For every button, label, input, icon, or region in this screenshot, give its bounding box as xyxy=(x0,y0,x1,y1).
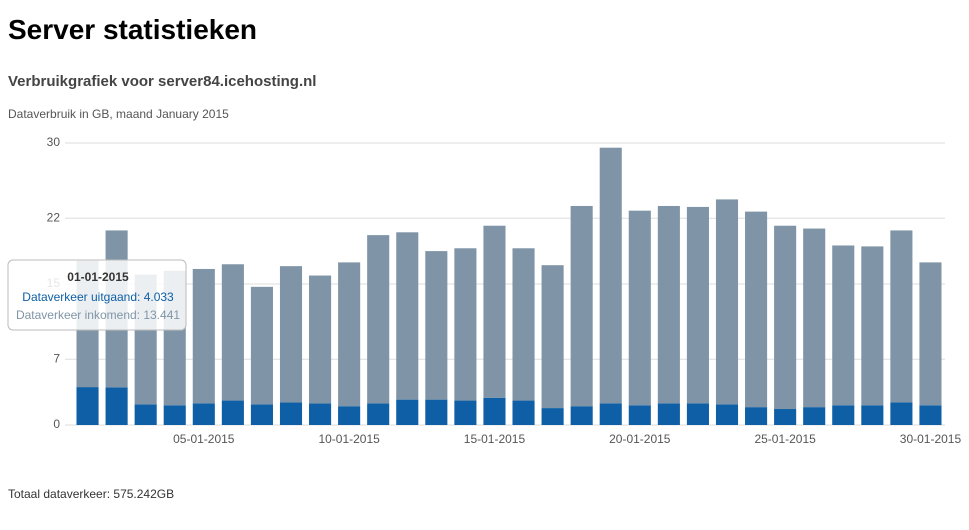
bar-segment xyxy=(163,405,186,425)
page-subtitle: Verbruikgrafiek voor server84.icehosting… xyxy=(8,73,317,90)
bar-segment xyxy=(861,405,884,425)
x-tick-label: 25-01-2015 xyxy=(754,432,816,446)
bar-segment xyxy=(338,262,361,407)
page-title: Server statistieken xyxy=(8,14,258,45)
bar-segment xyxy=(803,407,826,425)
x-tick-label: 20-01-2015 xyxy=(609,432,671,446)
bar-segment xyxy=(890,230,913,403)
bar-segment xyxy=(686,206,709,404)
y-tick-label: 30 xyxy=(47,135,61,149)
bar-segment xyxy=(279,266,303,403)
bar-segment xyxy=(396,232,419,400)
bar-segment xyxy=(221,264,244,401)
bar-segment xyxy=(425,399,448,425)
bar-segment xyxy=(512,400,535,425)
bar-segment xyxy=(483,225,506,398)
bar-segment xyxy=(250,404,273,425)
tooltip: 01-01-2015 Dataverkeer uitgaand: 4.033 Dat… xyxy=(7,259,187,331)
bar-segment xyxy=(454,400,477,425)
bar-segment xyxy=(279,402,303,425)
bar-segment xyxy=(454,248,477,401)
bar-segment xyxy=(686,403,709,425)
bar-segment xyxy=(919,262,942,406)
bar-segment xyxy=(512,248,535,401)
bar-segment xyxy=(628,405,651,425)
bar-segment xyxy=(745,211,768,408)
chart: Dataverbruik in GB, maand January 2015 0… xyxy=(7,107,962,446)
bar-segment xyxy=(105,387,128,425)
bar-segment xyxy=(890,402,913,425)
bar-segment xyxy=(832,405,855,425)
footer: Totaal dataverkeer: 575.242GB xyxy=(8,487,175,501)
bar-segment xyxy=(570,205,593,407)
bar-segment xyxy=(832,245,855,406)
bar-segment xyxy=(250,286,273,405)
y-tick-label: 7 xyxy=(53,351,60,365)
bar-segment xyxy=(309,275,332,404)
bar-segment xyxy=(745,407,768,425)
bar-segment xyxy=(628,210,651,406)
bar-segment xyxy=(309,403,332,425)
bar-segment xyxy=(570,406,593,425)
bar-segment xyxy=(396,399,419,425)
x-tick-label: 10-01-2015 xyxy=(318,432,380,446)
bar-segment xyxy=(425,251,448,400)
bar-segment xyxy=(541,408,564,425)
bar-segment xyxy=(192,403,215,425)
bar-segment xyxy=(599,403,622,425)
x-tick-label: 30-01-2015 xyxy=(900,432,962,446)
x-tick-label: 15-01-2015 xyxy=(464,432,526,446)
y-tick-label: 22 xyxy=(47,210,61,224)
bar-segment xyxy=(338,406,361,425)
y-tick-label: 0 xyxy=(53,417,60,431)
chart-title: Dataverbruik in GB, maand January 2015 xyxy=(8,107,229,121)
tooltip-box xyxy=(7,259,187,331)
bar-segment xyxy=(134,404,157,425)
bar-segment xyxy=(367,235,390,404)
bar-segment xyxy=(657,205,680,404)
bar-segment xyxy=(774,409,797,425)
bar-segment xyxy=(715,199,739,405)
bar-segment xyxy=(541,265,564,409)
bar-segment xyxy=(599,147,622,404)
bar-segment xyxy=(861,246,884,406)
bar-segment xyxy=(803,228,826,408)
bar-segment xyxy=(657,403,680,425)
bar-segment xyxy=(76,387,99,425)
bar-segment xyxy=(192,268,215,404)
bar-segment xyxy=(483,397,506,425)
tooltip-line: Dataverkeer inkomend: 13.441 xyxy=(16,308,180,322)
x-tick-label: 05-01-2015 xyxy=(173,432,235,446)
bar-segment xyxy=(774,225,797,410)
bar-segment xyxy=(919,405,942,425)
tooltip-line: Dataverkeer uitgaand: 4.033 xyxy=(22,290,174,304)
bar-segment xyxy=(367,403,390,425)
tooltip-title: 01-01-2015 xyxy=(67,270,129,284)
bar-segment xyxy=(221,400,244,425)
bar-segment xyxy=(715,404,739,425)
